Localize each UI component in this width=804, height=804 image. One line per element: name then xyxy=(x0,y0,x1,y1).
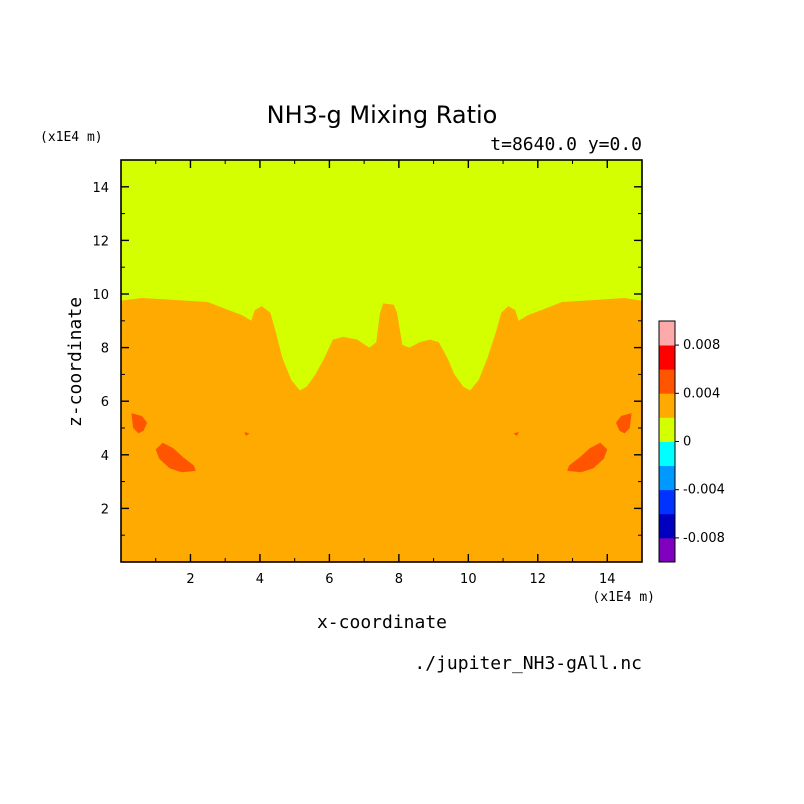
colorbar-tick-label: -0.004 xyxy=(683,483,725,498)
contour-region-5 xyxy=(244,432,250,436)
colorbar-tick-label: 0 xyxy=(683,435,691,450)
x-tick-label: 12 xyxy=(530,572,547,587)
contour-region-4 xyxy=(616,413,632,434)
colorbar-swatch xyxy=(659,393,675,418)
y-tick-label: 6 xyxy=(101,395,109,410)
plot-frame xyxy=(120,159,643,563)
colorbar: -0.008 -0.004 0 0.004 0.008 xyxy=(658,320,725,563)
x-tick-label: 10 xyxy=(460,572,477,587)
y-tick-label: 8 xyxy=(101,342,109,357)
y-unit-label: (x1E4 m) xyxy=(40,130,103,145)
colorbar-swatch xyxy=(659,369,675,394)
colorbar-swatch xyxy=(659,345,675,370)
colorbar-swatch xyxy=(659,441,675,466)
contour-region-3 xyxy=(131,413,148,434)
x-tick-label: 4 xyxy=(256,572,264,587)
x-tick-label: 8 xyxy=(395,572,403,587)
colorbar-swatch xyxy=(659,537,675,563)
x-axis-ticks: 2 4 6 8 10 12 14 xyxy=(155,160,616,587)
source-file-label: ./jupiter_NH3-gAll.nc xyxy=(414,653,642,674)
colorbar-swatch xyxy=(659,513,675,539)
x-tick-label: 2 xyxy=(186,572,194,587)
y-tick-label: 10 xyxy=(92,288,109,303)
contour-fill-regions xyxy=(121,160,642,562)
contour-region-6 xyxy=(513,432,519,436)
colorbar-swatch xyxy=(659,465,675,491)
contour-region-1 xyxy=(155,442,196,473)
x-tick-label: 6 xyxy=(325,572,333,587)
colorbar-swatch xyxy=(659,417,675,442)
y-tick-label: 4 xyxy=(101,449,109,464)
y-tick-label: 2 xyxy=(101,502,109,517)
y-axis-label: z-coordinate xyxy=(65,297,86,427)
chart-subtitle: t=8640.0 y=0.0 xyxy=(490,134,642,155)
colorbar-swatch xyxy=(659,321,675,346)
x-tick-label: 14 xyxy=(599,572,616,587)
x-unit-label: (x1E4 m) xyxy=(592,590,655,605)
contour-region-2 xyxy=(567,442,608,473)
colorbar-swatch xyxy=(659,489,675,515)
contour-region-0 xyxy=(121,298,642,562)
colorbar-tick-label: 0.004 xyxy=(683,386,720,401)
chart-title: NH3-g Mixing Ratio xyxy=(267,101,498,129)
y-tick-label: 12 xyxy=(92,234,109,249)
y-tick-label: 14 xyxy=(92,181,109,196)
colorbar-tick-label: -0.008 xyxy=(683,531,725,546)
colorbar-tick-label: 0.008 xyxy=(683,338,720,353)
y-axis-ticks: 2 4 6 8 10 12 14 xyxy=(92,181,642,536)
x-axis-label: x-coordinate xyxy=(317,612,447,633)
